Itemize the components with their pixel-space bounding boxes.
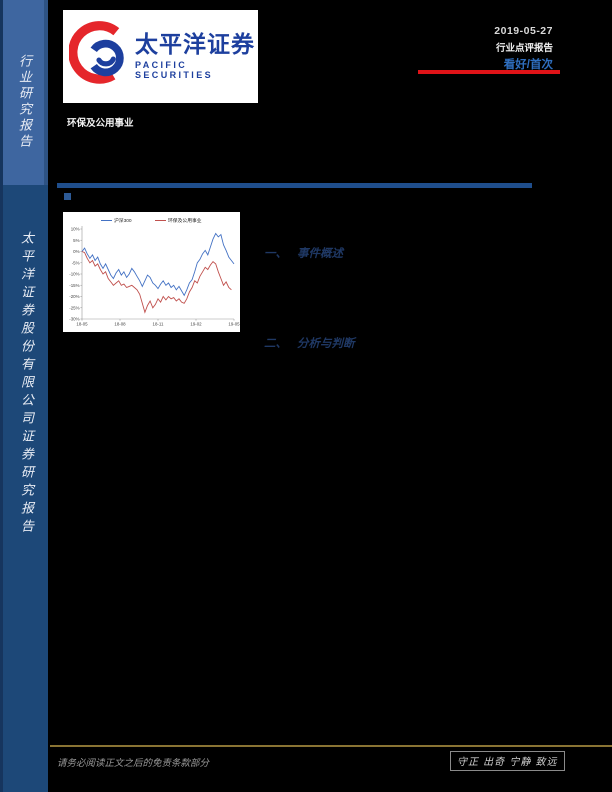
svg-text:-30%: -30%: [69, 317, 79, 322]
svg-text:-15%: -15%: [69, 283, 79, 288]
svg-text:18-11: 18-11: [153, 322, 164, 327]
section-number: 二、: [264, 336, 287, 350]
section-number: 一、: [264, 246, 287, 260]
sidebar-bottom-label: 太平洋证券股份有限公司证券研究报告: [18, 231, 33, 537]
report-date: 2019-05-27: [494, 25, 553, 37]
svg-text:-10%: -10%: [69, 272, 79, 277]
svg-text:-5%: -5%: [72, 260, 80, 265]
relative-performance-chart: 10% 5% 0% -5% -10% -15% -20% -25% -30% 18-05 18-08…: [63, 212, 240, 332]
sidebar-bottom-band: 太平洋证券股份有限公司证券研究报告: [0, 185, 48, 792]
svg-text:18-05: 18-05: [76, 322, 88, 327]
section-title: 分析与判断: [297, 336, 355, 350]
section-divider-bar: [57, 183, 532, 188]
line-chart: 10% 5% 0% -5% -10% -15% -20% -25% -30%18-05 18-08…: [69, 217, 240, 327]
svg-text:5%: 5%: [73, 238, 79, 243]
red-underline-rule: [418, 70, 560, 74]
svg-text:10%: 10%: [71, 227, 80, 232]
svg-text:19-05: 19-05: [228, 322, 240, 327]
company-logo: 太平洋证券 PACIFIC SECURITIES: [63, 10, 258, 103]
logo-name-cn: 太平洋证券: [135, 31, 255, 58]
footer-gold-rule: [50, 745, 612, 747]
svg-text:环保及公用事业: 环保及公用事业: [168, 217, 202, 224]
footer-disclaimer: 请务必阅读正文之后的免责条款部分: [57, 758, 210, 769]
section-heading-1: 一、 事件概述: [264, 245, 343, 261]
industry-rating: 看好/首次: [503, 59, 553, 71]
svg-text:0%: 0%: [73, 249, 79, 254]
logo-name-en: PACIFIC SECURITIES: [135, 60, 214, 81]
pacific-securities-logo-icon: [69, 20, 124, 84]
svg-text:沪深300: 沪深300: [114, 217, 132, 224]
svg-text:-25%: -25%: [69, 305, 79, 310]
sidebar-top-band: 行业研究报告: [0, 0, 48, 185]
industry-label: 环保及公用事业: [67, 118, 134, 129]
section-title: 事件概述: [297, 246, 343, 260]
footer-motto: 守正 出奇 宁静 致远: [450, 751, 565, 771]
logo-wordmark: 太平洋证券 PACIFIC SECURITIES: [135, 31, 258, 81]
svg-text:18-08: 18-08: [114, 322, 126, 327]
sidebar-top-label: 行业研究报告: [16, 54, 31, 150]
section-heading-2: 二、 分析与判断: [264, 335, 355, 351]
report-header-meta: 2019-05-27 行业点评报告 看好/首次: [494, 25, 553, 72]
svg-text:-20%: -20%: [69, 294, 79, 299]
svg-text:19-02: 19-02: [190, 322, 202, 327]
report-type: 行业点评报告: [495, 43, 553, 54]
bullet-square: [64, 193, 71, 200]
